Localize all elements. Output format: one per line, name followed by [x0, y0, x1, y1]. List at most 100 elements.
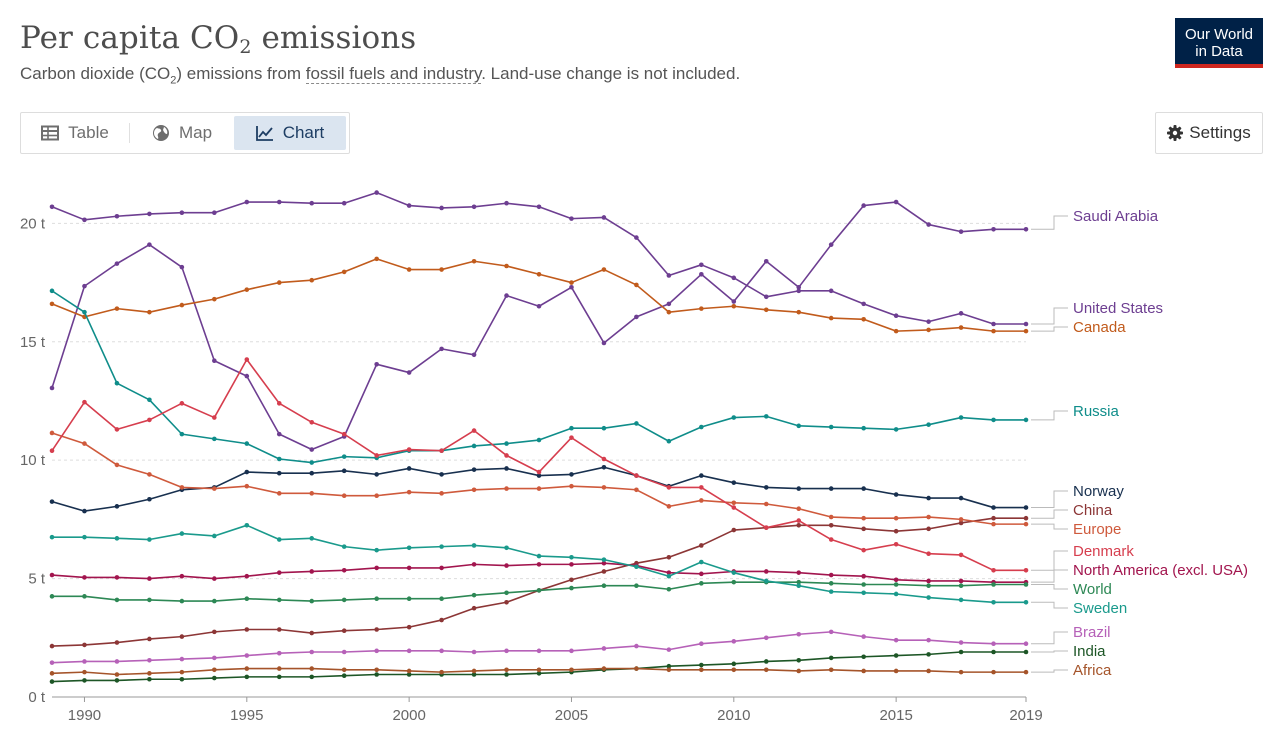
- data-point[interactable]: [147, 576, 152, 581]
- data-point[interactable]: [212, 358, 217, 364]
- data-point[interactable]: [374, 672, 379, 677]
- data-point[interactable]: [114, 659, 120, 664]
- data-point[interactable]: [504, 466, 509, 471]
- data-point[interactable]: [861, 486, 866, 491]
- data-point[interactable]: [991, 669, 996, 675]
- data-point[interactable]: [179, 485, 185, 490]
- data-point[interactable]: [893, 199, 899, 205]
- data-point[interactable]: [699, 485, 704, 490]
- data-point[interactable]: [374, 565, 379, 571]
- data-point[interactable]: [861, 654, 866, 660]
- data-point[interactable]: [796, 288, 802, 294]
- data-point[interactable]: [601, 583, 607, 588]
- data-point[interactable]: [471, 428, 477, 433]
- series-india[interactable]: [49, 649, 1029, 684]
- data-point[interactable]: [926, 578, 931, 584]
- data-point[interactable]: [49, 534, 55, 540]
- series-label[interactable]: China: [1073, 502, 1113, 519]
- data-point[interactable]: [276, 570, 282, 575]
- data-point[interactable]: [1023, 669, 1029, 675]
- data-point[interactable]: [504, 453, 509, 458]
- data-point[interactable]: [569, 577, 574, 583]
- data-point[interactable]: [699, 571, 704, 577]
- data-point[interactable]: [926, 222, 931, 227]
- data-point[interactable]: [666, 554, 672, 560]
- data-point[interactable]: [926, 583, 931, 588]
- data-point[interactable]: [147, 597, 152, 603]
- data-point[interactable]: [49, 385, 55, 391]
- data-point[interactable]: [991, 641, 996, 647]
- series-label[interactable]: North America (excl. USA): [1073, 562, 1248, 579]
- data-point[interactable]: [731, 667, 737, 673]
- owid-logo[interactable]: Our World in Data: [1175, 18, 1263, 68]
- data-point[interactable]: [276, 537, 282, 542]
- data-point[interactable]: [763, 578, 769, 584]
- data-point[interactable]: [958, 597, 964, 603]
- data-point[interactable]: [958, 669, 964, 675]
- data-point[interactable]: [406, 447, 412, 452]
- data-point[interactable]: [49, 288, 55, 294]
- series-united-states[interactable]: [49, 190, 1029, 327]
- data-point[interactable]: [276, 456, 282, 462]
- data-point[interactable]: [244, 573, 250, 579]
- data-point[interactable]: [536, 486, 542, 491]
- data-point[interactable]: [49, 643, 55, 649]
- data-point[interactable]: [601, 560, 607, 566]
- data-point[interactable]: [731, 480, 737, 485]
- data-point[interactable]: [958, 495, 964, 501]
- data-point[interactable]: [179, 264, 185, 270]
- data-point[interactable]: [114, 672, 120, 677]
- data-point[interactable]: [763, 258, 769, 264]
- data-point[interactable]: [504, 263, 509, 269]
- data-point[interactable]: [471, 649, 477, 655]
- data-point[interactable]: [958, 552, 964, 558]
- data-point[interactable]: [536, 437, 542, 443]
- series-canada[interactable]: [49, 256, 1029, 334]
- data-point[interactable]: [634, 666, 639, 671]
- data-point[interactable]: [861, 634, 866, 639]
- data-point[interactable]: [634, 421, 639, 426]
- data-point[interactable]: [439, 472, 444, 477]
- data-point[interactable]: [406, 489, 412, 495]
- data-point[interactable]: [276, 401, 282, 406]
- data-point[interactable]: [861, 515, 866, 521]
- data-point[interactable]: [49, 671, 55, 676]
- data-point[interactable]: [796, 631, 802, 637]
- data-point[interactable]: [341, 200, 347, 206]
- data-point[interactable]: [276, 650, 282, 656]
- data-point[interactable]: [212, 655, 217, 661]
- data-point[interactable]: [147, 472, 152, 477]
- data-point[interactable]: [276, 627, 282, 632]
- data-point[interactable]: [504, 486, 509, 491]
- data-point[interactable]: [763, 307, 769, 313]
- data-point[interactable]: [406, 203, 412, 208]
- data-point[interactable]: [536, 303, 542, 309]
- data-point[interactable]: [1023, 582, 1029, 587]
- data-point[interactable]: [439, 617, 444, 623]
- data-point[interactable]: [341, 493, 347, 499]
- data-point[interactable]: [699, 559, 704, 565]
- data-point[interactable]: [114, 427, 120, 432]
- data-point[interactable]: [82, 217, 87, 223]
- data-point[interactable]: [179, 598, 185, 604]
- data-point[interactable]: [861, 301, 866, 307]
- data-point[interactable]: [634, 643, 639, 649]
- data-point[interactable]: [601, 464, 607, 470]
- data-point[interactable]: [828, 667, 834, 673]
- data-point[interactable]: [374, 190, 379, 195]
- tab-map[interactable]: Map: [130, 113, 234, 153]
- data-point[interactable]: [114, 640, 120, 645]
- data-point[interactable]: [569, 483, 574, 489]
- data-point[interactable]: [244, 674, 250, 680]
- data-point[interactable]: [796, 285, 802, 290]
- data-point[interactable]: [569, 667, 574, 673]
- series-label[interactable]: Denmark: [1073, 543, 1134, 560]
- data-point[interactable]: [212, 576, 217, 581]
- data-point[interactable]: [1023, 515, 1029, 521]
- data-point[interactable]: [179, 401, 185, 406]
- data-point[interactable]: [49, 204, 55, 210]
- data-point[interactable]: [504, 293, 509, 298]
- data-point[interactable]: [828, 572, 834, 578]
- data-point[interactable]: [861, 582, 866, 587]
- data-point[interactable]: [309, 674, 315, 680]
